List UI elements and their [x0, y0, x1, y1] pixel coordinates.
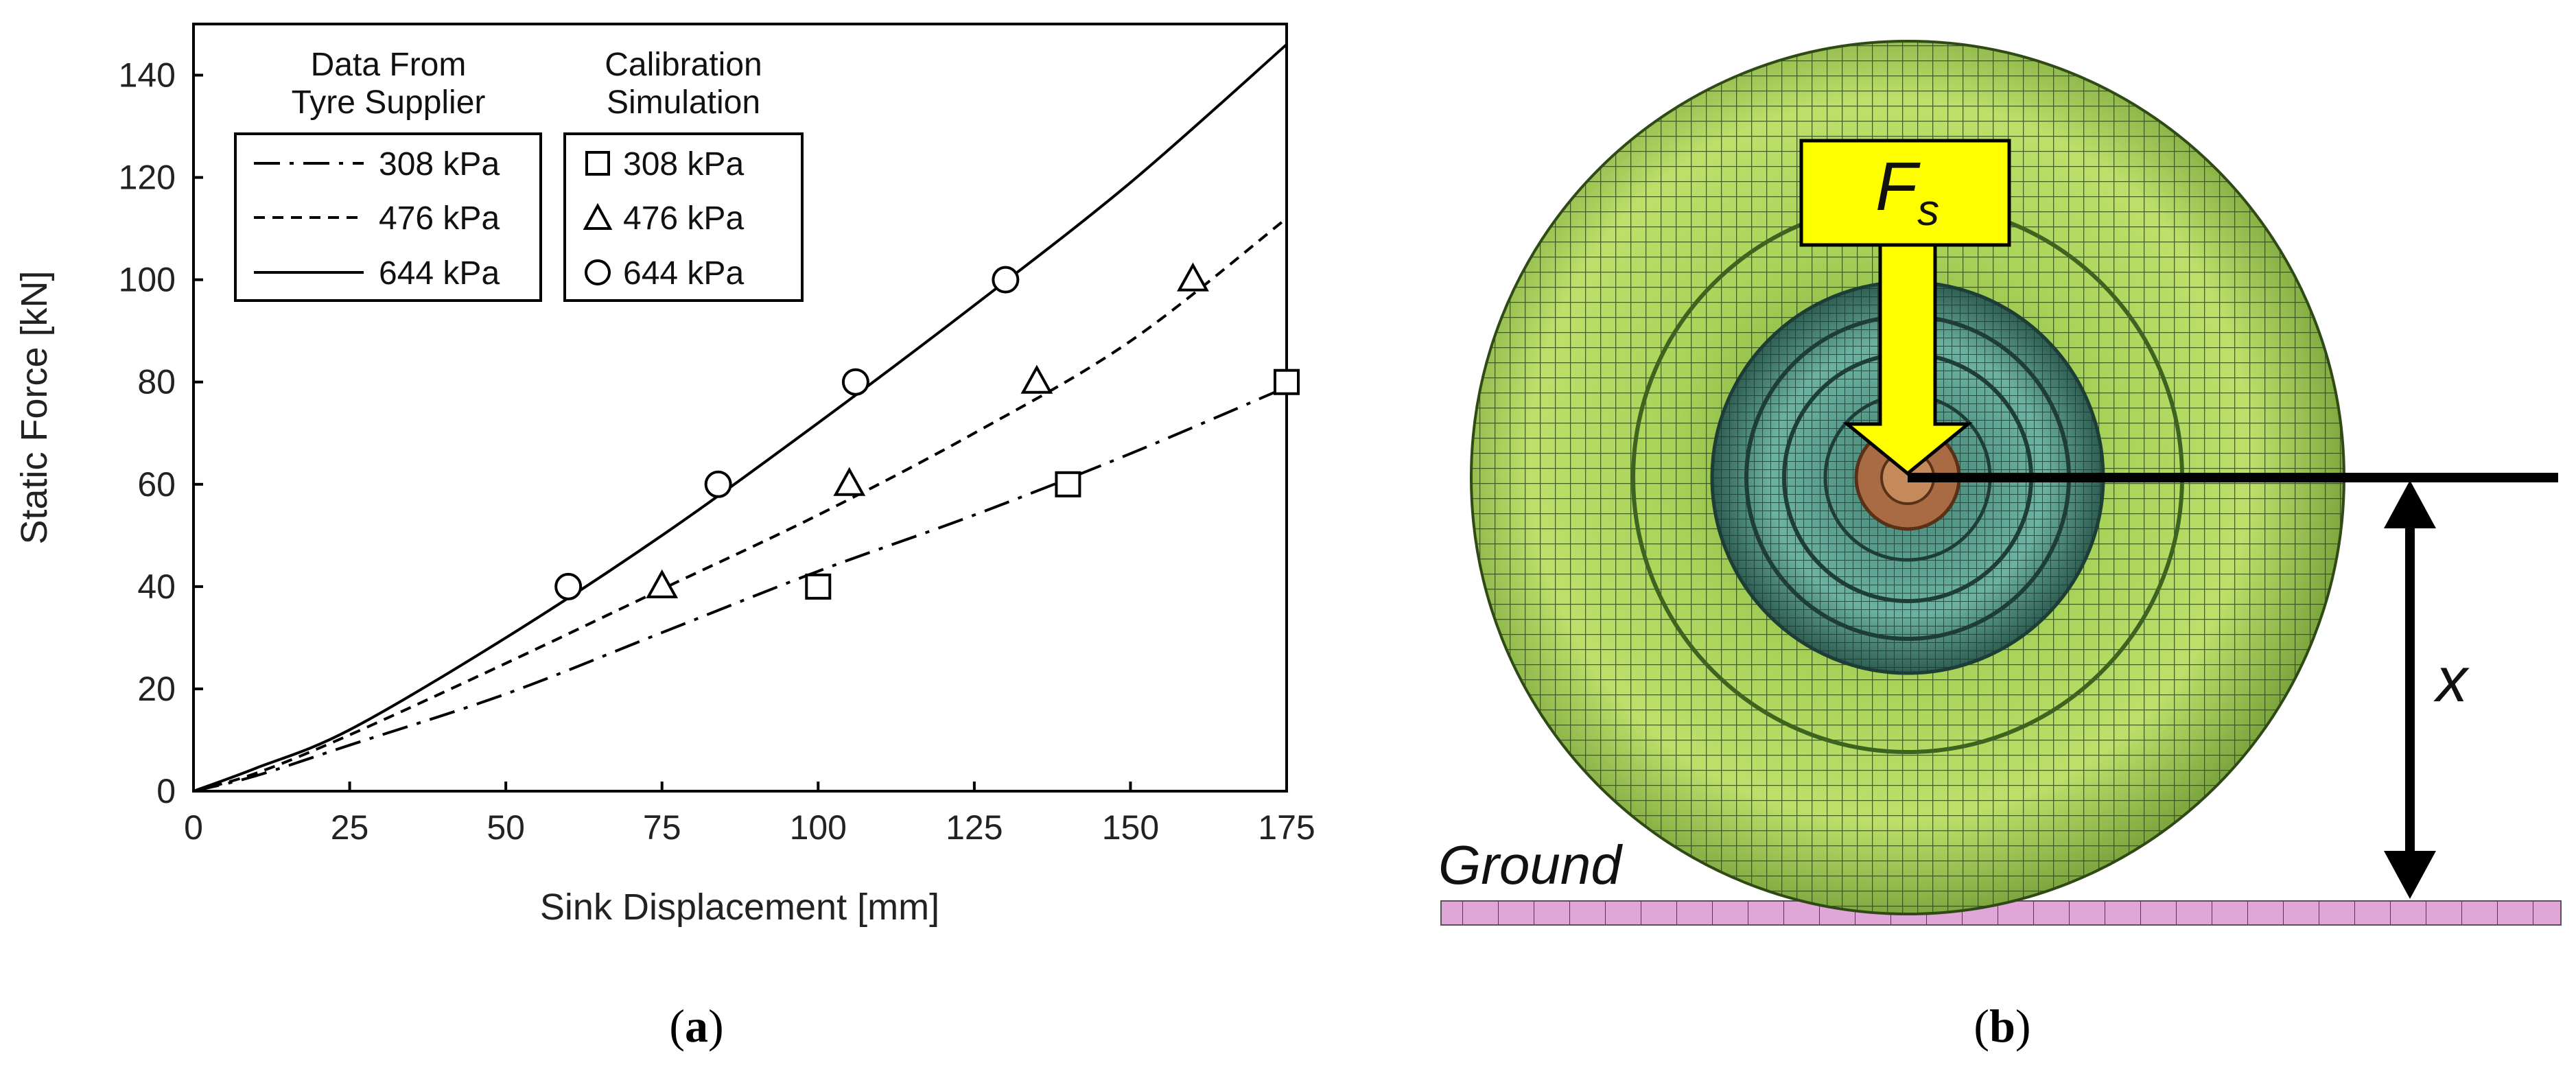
y-tick-label: 140: [119, 56, 176, 95]
marker-square-308-kpa: [1274, 368, 1300, 395]
marker-triangle-476-kpa: [1177, 262, 1209, 292]
chart-panel-a: 0 25 50 75 100 125 150 175 0 20 40 60 80 100 120 140 S…: [14, 23, 1315, 1052]
y-tick-label: 120: [119, 159, 176, 197]
legend-group-lines-title-line2: Tyre Supplier: [292, 84, 486, 121]
y-tick-label: 20: [137, 670, 176, 708]
y-tick-label: 40: [137, 567, 176, 606]
force-label: Fs: [1875, 148, 1939, 235]
legend-label-marker-308: 308 kPa: [623, 146, 744, 183]
marker-circle-644-kpa: [704, 470, 732, 498]
legend-label-marker-644: 644 kPa: [623, 255, 744, 292]
caption-a-letter: a: [685, 1000, 708, 1052]
x-tick-label: 75: [643, 808, 681, 847]
y-tick-label: 60: [137, 465, 176, 504]
legend-group-markers-title-line2: Simulation: [607, 84, 760, 121]
height-label: x: [2433, 645, 2470, 715]
caption-b-letter: b: [1989, 1000, 2015, 1052]
series-line-476-kpa: [193, 217, 1288, 793]
legend-group-markers-title-line1: Calibration: [605, 47, 762, 83]
y-tick-label: 80: [137, 363, 176, 401]
x-axis: 0 25 50 75 100 125 150 175: [184, 782, 1315, 847]
y-axis: 0 20 40 60 80 100 120 140: [119, 56, 203, 810]
marker-square-308-kpa: [1055, 471, 1081, 497]
x-tick-label: 25: [331, 808, 369, 847]
series-line-308-kpa: [193, 386, 1287, 793]
legend-marker-circle: [585, 259, 611, 285]
series-markers: [554, 262, 1300, 600]
marker-triangle-476-kpa: [646, 569, 679, 598]
legend-marker-square: [585, 151, 610, 176]
x-tick-label: 175: [1258, 808, 1315, 847]
x-axis-label: Sink Displacement [mm]: [540, 887, 939, 928]
caption-a: (a): [669, 1000, 723, 1052]
y-tick-label: 0: [156, 772, 176, 810]
force-label-subscript: s: [1917, 185, 1939, 235]
marker-circle-644-kpa: [992, 266, 1020, 294]
legend: Data From Tyre Supplier Calibration Simu…: [234, 47, 804, 302]
marker-triangle-476-kpa: [833, 467, 866, 496]
legend-label-line-308: 308 kPa: [379, 146, 500, 183]
x-tick-label: 100: [790, 808, 847, 847]
marker-triangle-476-kpa: [1020, 364, 1053, 394]
series-line-644-kpa: [193, 43, 1288, 793]
legend-label-line-476: 476 kPa: [379, 200, 500, 237]
y-axis-label: Static Force [kN]: [14, 270, 55, 544]
legend-group-lines-title-line1: Data From: [311, 47, 467, 83]
marker-circle-644-kpa: [841, 368, 869, 396]
x-tick-label: 0: [184, 808, 203, 847]
legend-label-line-644: 644 kPa: [379, 255, 500, 292]
marker-square-308-kpa: [805, 573, 832, 600]
x-tick-label: 125: [946, 808, 1003, 847]
series-lines: [193, 43, 1288, 793]
caption-b: (b): [1974, 1000, 2030, 1052]
x-tick-label: 50: [487, 808, 525, 847]
diagram-panel-b: Ground Fs x (b): [1438, 40, 2562, 1052]
height-arrow-head-top: [2384, 480, 2436, 528]
force-label-box: [1799, 139, 2011, 247]
force-label-main: F: [1875, 148, 1921, 225]
plot-frame: [192, 23, 1288, 793]
ground-label: Ground: [1438, 834, 1623, 895]
legend-label-marker-476: 476 kPa: [623, 200, 744, 237]
y-tick-label: 100: [119, 261, 176, 299]
x-tick-label: 150: [1102, 808, 1159, 847]
marker-circle-644-kpa: [554, 572, 583, 600]
force-arrow: [1842, 243, 1974, 476]
legend-marker-triangle: [583, 202, 613, 230]
height-arrow-head-bottom: [2384, 851, 2436, 899]
